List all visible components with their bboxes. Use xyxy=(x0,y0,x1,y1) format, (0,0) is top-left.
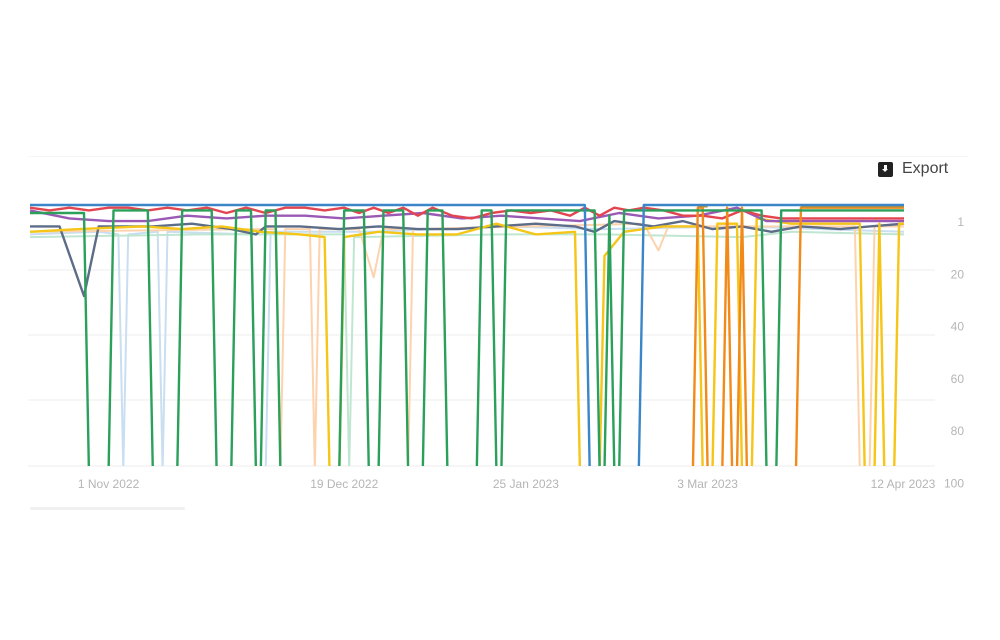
chart-card xyxy=(28,156,968,513)
series-line-10 xyxy=(30,209,904,466)
series-line-3 xyxy=(29,222,904,466)
x-tick-label: 25 Jan 2023 xyxy=(493,477,559,491)
export-button[interactable]: Export xyxy=(878,160,948,178)
y-tick-label: 80 xyxy=(951,424,965,438)
export-label: Export xyxy=(902,160,949,177)
download-icon xyxy=(878,161,893,177)
y-tick-label: 1 xyxy=(957,215,964,229)
series-line-5 xyxy=(29,217,904,466)
y-tick-label: 60 xyxy=(951,372,965,386)
series-line-11 xyxy=(30,203,904,466)
x-tick-label: 19 Dec 2022 xyxy=(310,477,378,491)
y-tick-label: 40 xyxy=(951,320,965,334)
series-line-8 xyxy=(691,206,904,466)
series-line-7 xyxy=(29,206,904,220)
y-tick-label: 100 xyxy=(944,477,964,491)
y-tick-label: 20 xyxy=(951,267,965,281)
series-line-1 xyxy=(29,225,905,466)
x-tick-label: 12 Apr 2023 xyxy=(871,477,936,491)
x-tick-label: 1 Nov 2022 xyxy=(78,477,140,491)
horizontal-scrollbar[interactable] xyxy=(30,507,185,510)
x-tick-label: 3 Mar 2023 xyxy=(677,477,738,491)
